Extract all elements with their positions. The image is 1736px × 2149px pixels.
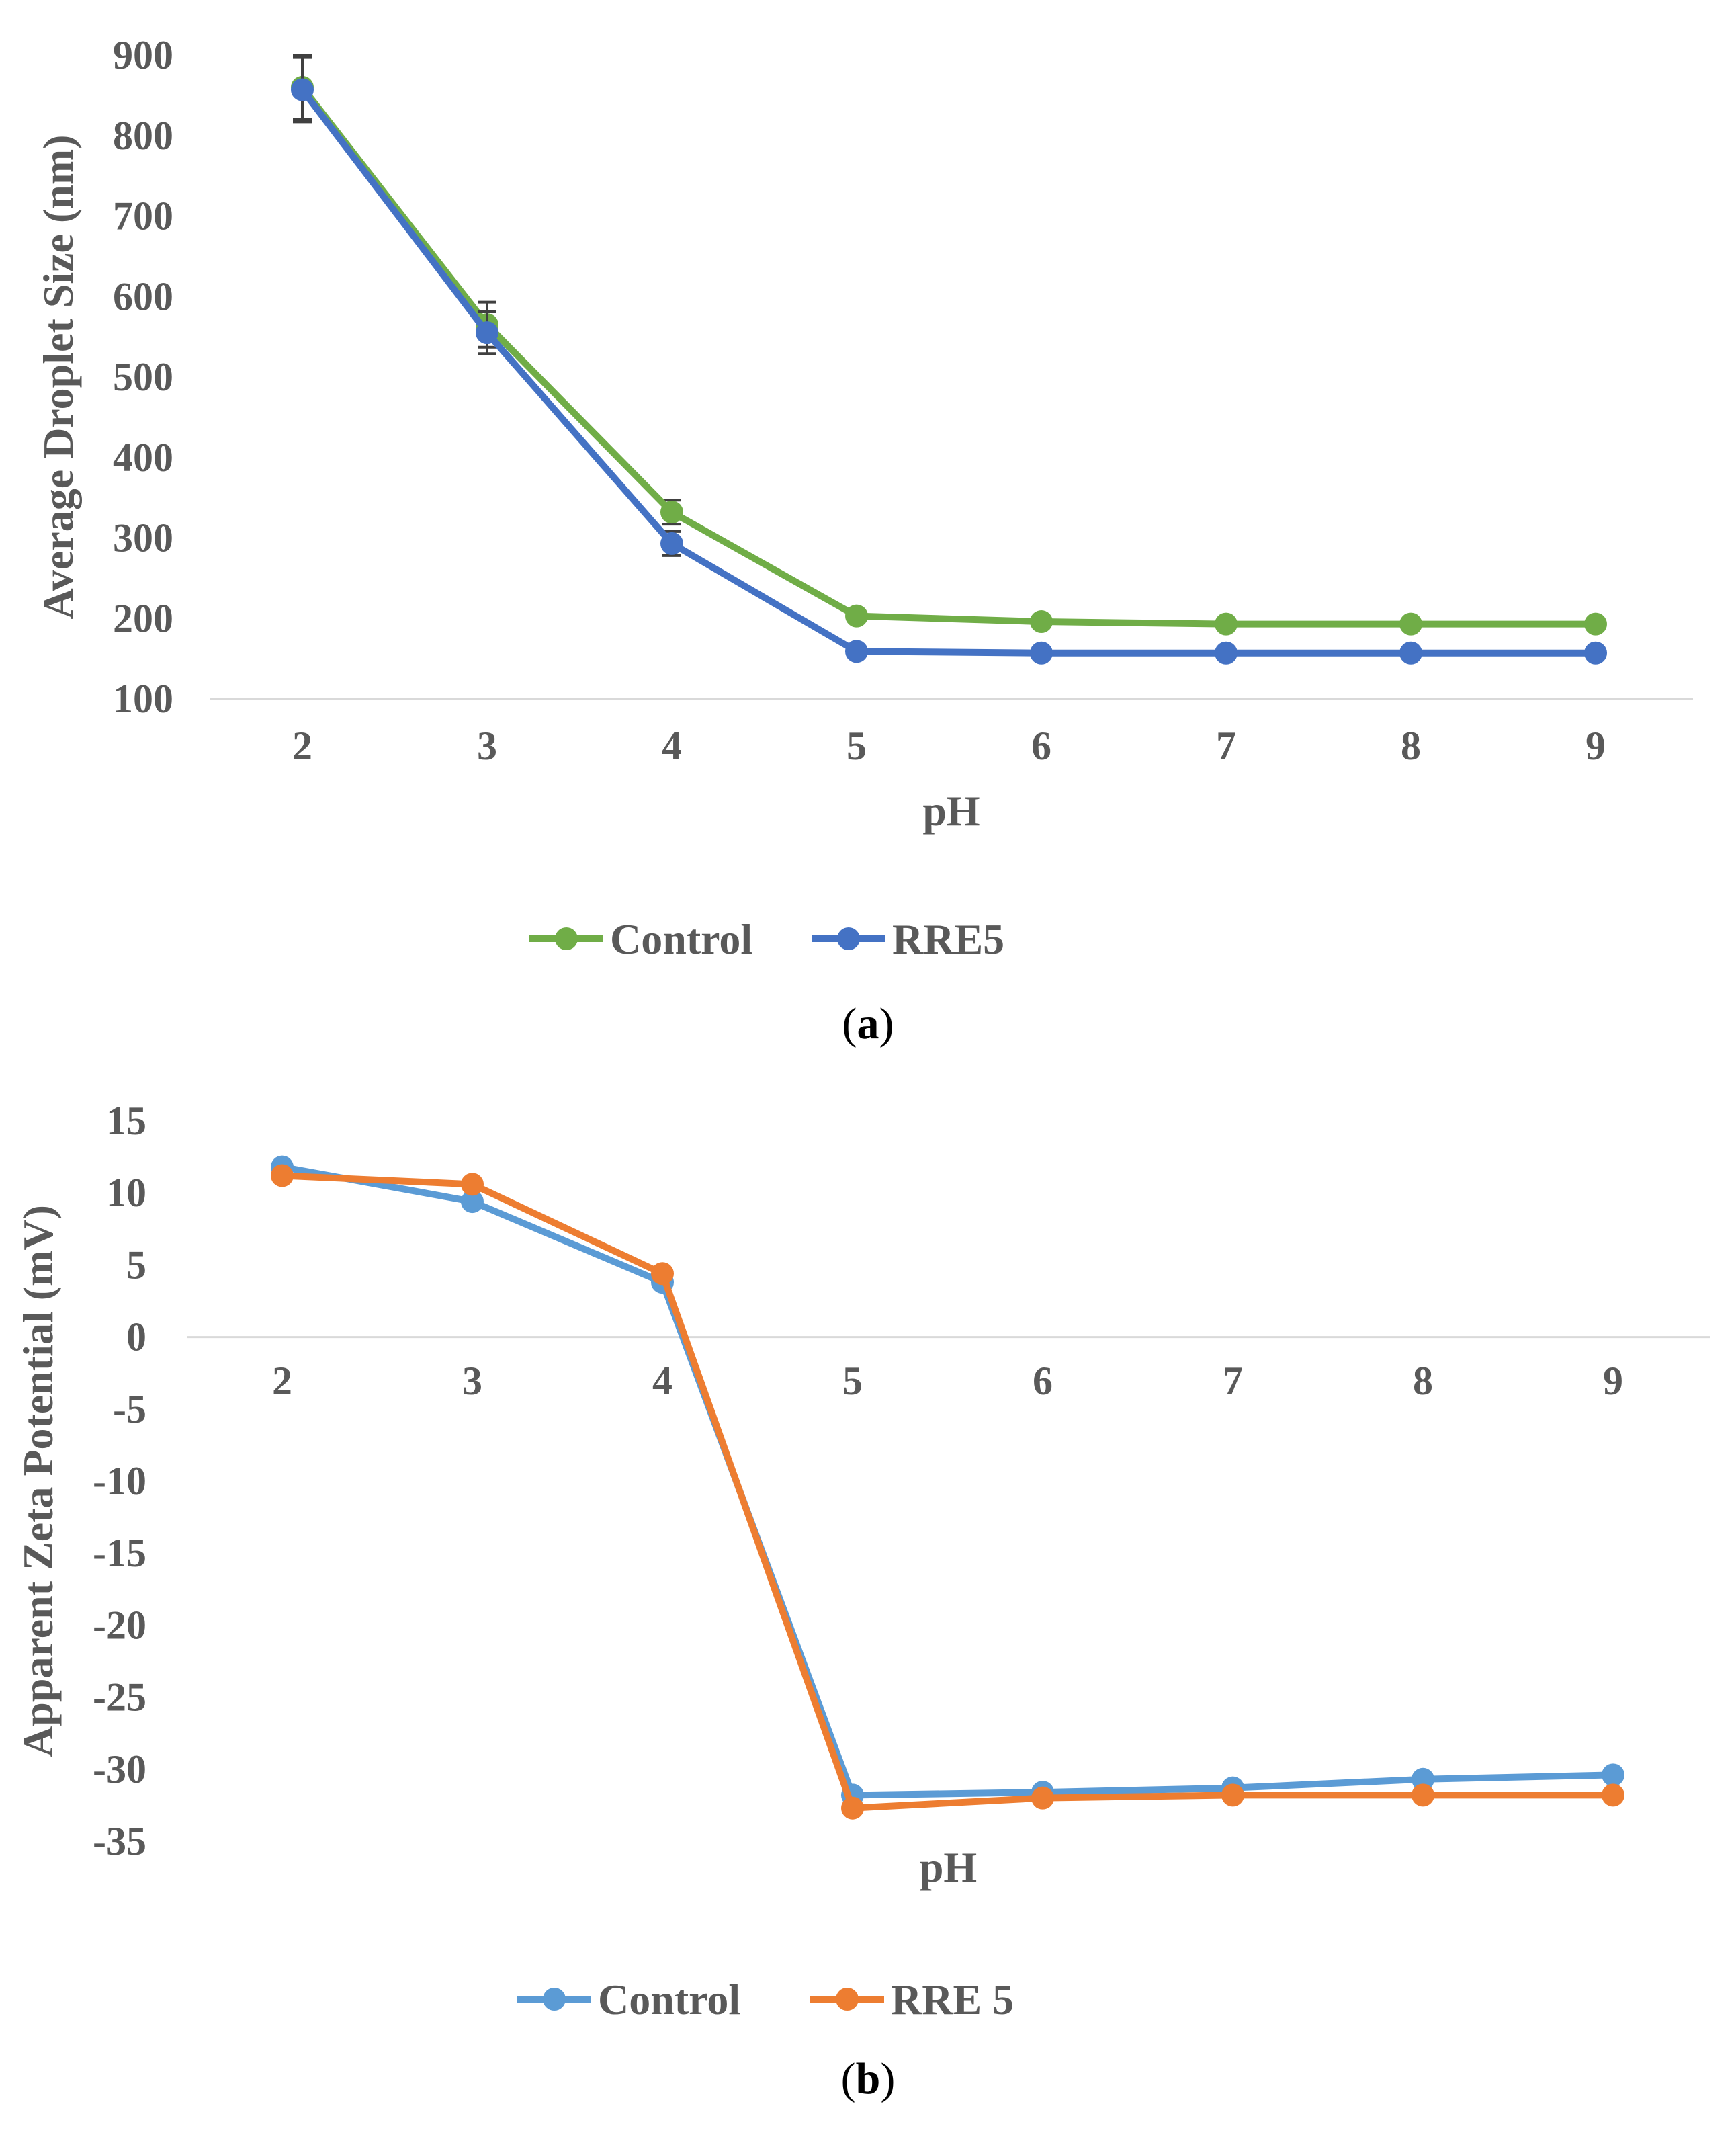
y-tick-label: 900 (113, 33, 173, 77)
y-tick-label: 400 (113, 435, 173, 480)
data-point (291, 78, 314, 101)
y-tick-label: -35 (93, 1819, 146, 1863)
y-tick-label: 5 (126, 1242, 146, 1287)
y-tick-label: -25 (93, 1675, 146, 1720)
data-point (1399, 612, 1422, 636)
x-tick-label: 4 (652, 1359, 672, 1403)
legend-label: Control (598, 1976, 740, 2023)
data-point (1584, 641, 1607, 665)
data-point (660, 501, 683, 524)
data-point (841, 1796, 864, 1820)
data-point (1399, 641, 1422, 665)
legend-label: RRE 5 (891, 1976, 1014, 2023)
x-tick-label: 3 (477, 724, 497, 768)
y-tick-label: 10 (106, 1171, 146, 1215)
data-point (845, 604, 868, 628)
y-tick-label: -5 (113, 1387, 146, 1431)
data-point (1412, 1783, 1434, 1807)
y-axis-title: Average Droplet Size (nm) (34, 135, 82, 620)
x-tick-label: 7 (1223, 1359, 1243, 1403)
data-point (461, 1190, 484, 1214)
data-point (461, 1173, 484, 1196)
y-tick-label: 200 (113, 596, 173, 640)
panel-caption: (b) (841, 2054, 896, 2103)
x-tick-label: 2 (272, 1359, 292, 1403)
x-tick-label: 6 (1031, 724, 1051, 768)
y-axis-title: Apparent Zeta Potential (mV) (14, 1205, 62, 1757)
series-line (299, 86, 1599, 657)
x-tick-label: 8 (1413, 1359, 1433, 1403)
x-tick-label: 9 (1603, 1359, 1623, 1403)
series-line (279, 1163, 1616, 1799)
panel-a-chart: 100 200 300 400 500 600 700 800 900 2 3 4 5 6 7 8 9 pH Ave… (34, 33, 1693, 1048)
x-tick-label: 5 (847, 724, 867, 768)
y-tick-label: 100 (113, 677, 173, 721)
x-tick-label: 3 (462, 1359, 482, 1403)
y-tick-label: 15 (106, 1099, 146, 1143)
y-tick-label: 500 (113, 355, 173, 399)
series-control (271, 1155, 1624, 1807)
series-line (299, 83, 1599, 628)
y-tick-label: 0 (126, 1315, 146, 1359)
y-tick-label: 800 (113, 114, 173, 158)
data-point (1031, 1786, 1054, 1810)
data-point (1215, 641, 1238, 665)
x-tick-label: 7 (1216, 724, 1236, 768)
series-rre5 (291, 56, 1607, 665)
legend-swatch-marker (543, 1988, 566, 2011)
data-point (845, 640, 868, 663)
panel-b-chart: -35 -30 -25 -20 -15 -10 -5 0 5 10 15 2 3 4 5 6 7 8 9 pH Appa… (14, 1099, 1710, 2103)
data-point (651, 1262, 674, 1286)
y-tick-label: -20 (93, 1603, 146, 1647)
data-point (660, 532, 683, 555)
panel-caption: (a) (842, 999, 894, 1048)
x-tick-label: 6 (1033, 1359, 1053, 1403)
x-axis-title: pH (922, 787, 980, 835)
y-tick-label: 600 (113, 274, 173, 319)
data-point (1030, 641, 1053, 665)
y-tick-label: 300 (113, 516, 173, 560)
x-tick-label: 2 (292, 724, 312, 768)
data-point (1602, 1763, 1624, 1787)
data-point (476, 321, 498, 345)
data-point (1412, 1767, 1434, 1791)
x-tick-label: 9 (1586, 724, 1606, 768)
data-point (1215, 612, 1238, 636)
legend-label: RRE5 (892, 915, 1004, 963)
data-point (1221, 1783, 1244, 1807)
series-line (279, 1172, 1616, 1812)
legend-swatch-marker (836, 1988, 859, 2011)
data-point (1030, 610, 1053, 634)
series-rre-5 (271, 1164, 1624, 1820)
legend-label: Control (610, 915, 752, 963)
x-axis-title: pH (920, 1843, 977, 1891)
legend-swatch-marker (555, 927, 578, 950)
y-tick-label: -30 (93, 1747, 146, 1792)
legend-swatch-marker (837, 927, 860, 950)
x-tick-label: 8 (1401, 724, 1421, 768)
data-point (271, 1164, 294, 1187)
data-point (1602, 1783, 1624, 1807)
data-point (1584, 612, 1607, 636)
y-tick-label: -15 (93, 1531, 146, 1575)
y-tick-label: -10 (93, 1459, 146, 1503)
x-tick-label: 4 (662, 724, 682, 768)
x-tick-label: 5 (842, 1359, 863, 1403)
y-tick-label: 700 (113, 194, 173, 239)
